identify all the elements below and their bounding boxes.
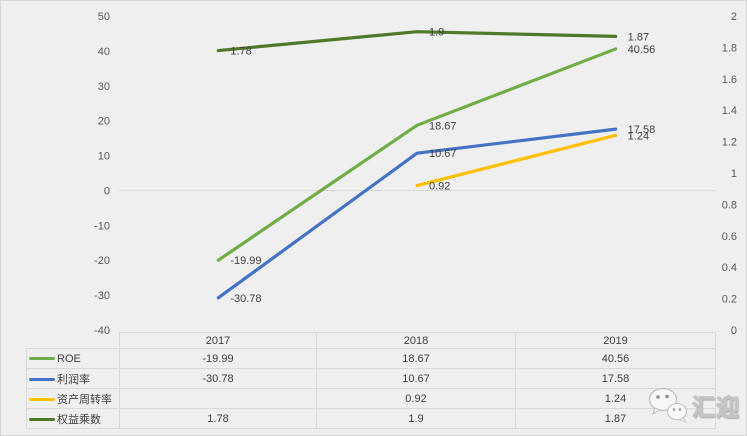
table-value-cell: -30.78 (119, 368, 317, 389)
left-axis-tick-label: 10 (98, 151, 110, 163)
table-value-cell: 18.67 (316, 348, 516, 369)
table-value-cell: 1.87 (515, 408, 716, 429)
left-axis-tick-label: -40 (94, 325, 110, 337)
data-label: 1.78 (230, 46, 251, 58)
legend-swatch (29, 418, 55, 422)
chart-data-table: 2017 2018 2019 ROE -19.99 18.67 40.56 利润率 -30.78… (26, 332, 716, 429)
legend-label: 权益乘数 (57, 413, 101, 426)
right-axis-tick-label: 1.2 (722, 137, 737, 149)
table-value-cell (119, 388, 317, 409)
data-label: 1.87 (628, 31, 649, 43)
data-label: 40.56 (628, 44, 656, 56)
table-year-header: 2018 (316, 332, 516, 349)
data-label: 18.67 (429, 120, 457, 132)
series-line-3 (216, 30, 618, 53)
table-value-cell: 0.92 (316, 388, 516, 409)
table-row-1: 利润率 -30.78 10.67 17.58 (26, 368, 716, 389)
data-label: 0.92 (429, 181, 450, 193)
right-axis-tick-label: 1 (731, 168, 737, 180)
legend-label: 利润率 (57, 373, 90, 386)
table-value-cell: 17.58 (515, 368, 716, 389)
data-label: 10.67 (429, 148, 457, 160)
right-axis-tick-label: 1.8 (722, 42, 737, 54)
table-value-cell: 40.56 (515, 348, 716, 369)
data-label: -30.78 (230, 293, 261, 305)
right-axis-tick-label: 2 (731, 11, 737, 23)
right-axis-tick-label: 1.6 (722, 74, 737, 86)
table-row-2: 资产周转率 0.92 1.24 (26, 388, 716, 409)
left-axis-tick-label: -30 (94, 290, 110, 302)
table-year-header: 2017 (119, 332, 317, 349)
series-line-2 (415, 133, 618, 188)
legend-label: 资产周转率 (57, 393, 112, 406)
legend-key-1: 利润率 (26, 368, 120, 389)
right-axis-tick-label: 0.4 (722, 262, 737, 274)
legend-key-2: 资产周转率 (26, 388, 120, 409)
right-axis-tick-label: 0.8 (722, 199, 737, 211)
table-value-cell: 1.24 (515, 388, 716, 409)
series-line-0 (216, 47, 618, 262)
series-line-1 (216, 127, 618, 300)
right-axis-tick-label: 0.2 (722, 294, 737, 306)
legend-key-3: 权益乘数 (26, 408, 120, 429)
left-axis-tick-label: -10 (94, 220, 110, 232)
table-value-cell: 1.9 (316, 408, 516, 429)
table-year-header: 2019 (515, 332, 716, 349)
data-label: 17.58 (628, 124, 656, 136)
data-label: 1.9 (429, 27, 444, 39)
table-corner-cell (27, 333, 120, 349)
left-axis-tick-label: 20 (98, 116, 110, 128)
data-label: 1.24 (628, 130, 649, 142)
data-label: -19.99 (230, 255, 261, 267)
left-axis-tick-label: 40 (98, 46, 110, 58)
right-axis-tick-label: 0 (731, 325, 737, 337)
left-axis-tick-label: 30 (98, 81, 110, 93)
legend-label: ROE (57, 352, 81, 365)
line-chart: 50 40 30 20 10 0 -10 -20 -30 -40 2 1.8 1.6 1.4 1.2 1 0.8… (94, 11, 737, 337)
table-value-cell: -19.99 (119, 348, 317, 369)
table-row-0: ROE -19.99 18.67 40.56 (26, 348, 716, 369)
table-value-cell: 10.67 (316, 368, 516, 389)
left-axis-tick-label: -20 (94, 255, 110, 267)
table-value-cell: 1.78 (119, 408, 317, 429)
legend-swatch (29, 378, 55, 382)
right-axis-tick-label: 1.4 (722, 105, 737, 117)
right-axis-tick-label: 0.6 (722, 231, 737, 243)
legend-key-0: ROE (26, 348, 120, 369)
table-row-3: 权益乘数 1.78 1.9 1.87 (26, 408, 716, 429)
left-axis-tick-label: 50 (98, 11, 110, 23)
left-axis-tick-label: 0 (104, 185, 110, 197)
table-header-row: 2017 2018 2019 (27, 332, 716, 349)
legend-swatch (29, 357, 55, 361)
legend-swatch (29, 398, 55, 402)
